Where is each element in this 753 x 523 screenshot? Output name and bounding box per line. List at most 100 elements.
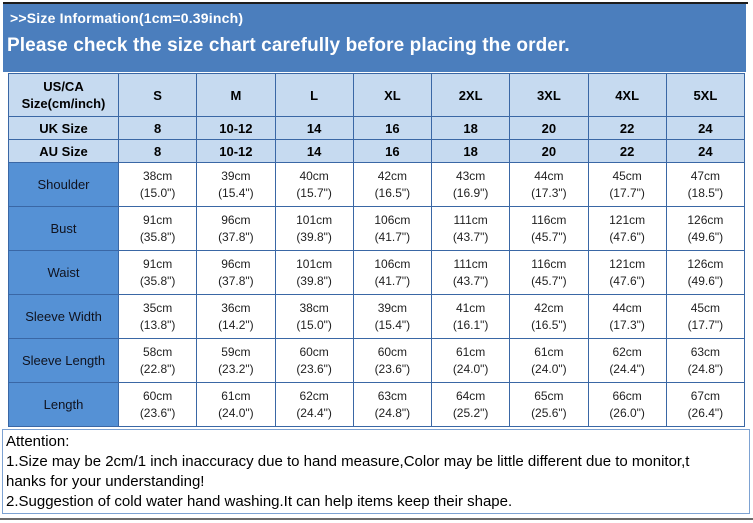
top-border-line [3, 2, 748, 4]
measurement-cell: 41cm (16.1") [430, 294, 511, 339]
measurement-row-label: Waist [8, 250, 119, 295]
measurement-row-label: Sleeve Length [8, 338, 119, 383]
measurement-cell: 64cm (25.2") [430, 382, 511, 427]
size-value-cell: 16 [352, 116, 433, 140]
measurement-cell: 126cm (49.6") [665, 206, 746, 251]
measurement-cell: 91cm (35.8") [117, 206, 198, 251]
size-column-header: 3XL [509, 73, 589, 117]
measurement-cell: 116cm (45.7") [509, 250, 589, 295]
size-value-cell: 18 [430, 139, 511, 163]
measurement-cell: 121cm (47.6") [587, 206, 667, 251]
size-column-header: M [196, 73, 276, 117]
measurement-cell: 40cm (15.7") [274, 162, 354, 207]
measurement-row: Bust 91cm (35.8") 96cm (37.8") 101cm (39.8") 10… [8, 206, 746, 251]
size-value-cell: 20 [509, 116, 589, 140]
measurement-row-label: Shoulder [8, 162, 119, 207]
measurement-cell: 101cm (39.8") [274, 206, 354, 251]
size-column-header: 2XL [430, 73, 511, 117]
measurement-row: Shoulder 38cm (15.0") 39cm (15.4") 40cm (15.7"… [8, 162, 746, 207]
measurement-row: Waist 91cm (35.8") 96cm (37.8") 101cm (39.8") 1… [8, 250, 746, 295]
measurement-cell: 60cm (23.6") [352, 338, 433, 383]
size-column-header: XL [352, 73, 433, 117]
measurement-cell: 47cm (18.5") [665, 162, 746, 207]
measurement-cell: 65cm (25.6") [509, 382, 589, 427]
size-value-cell: 22 [587, 139, 667, 163]
size-value-cell: 16 [352, 139, 433, 163]
measurement-row: Sleeve Length 58cm (22.8") 59cm (23.2") 60cm(… [8, 338, 746, 383]
size-column-header: 5XL [665, 73, 746, 117]
size-row: AU Size 8 10-12 14 16 18 20 22 24 [8, 139, 746, 163]
bottom-border-line [0, 518, 753, 520]
measurement-cell: 61cm (24.0") [196, 382, 276, 427]
size-chart-table: US/CA Size(cm/inch) S M L XL 2XL 3XL 4XL 5XL UK S… [8, 73, 746, 427]
size-value-cell: 14 [274, 116, 354, 140]
size-value-cell: 22 [587, 116, 667, 140]
measurement-cell: 121cm (47.6") [587, 250, 667, 295]
measurement-cell: 96cm (37.8") [196, 206, 276, 251]
attention-line-3: 2.Suggestion of cold water hand washing.… [6, 493, 513, 510]
measurement-cell: 101cm (39.8") [274, 250, 354, 295]
size-value-cell: 10-12 [196, 116, 276, 140]
measurement-cell: 63cm (24.8") [352, 382, 433, 427]
size-value-cell: 14 [274, 139, 354, 163]
measurement-cell: 39cm (15.4") [196, 162, 276, 207]
measurement-cell: 60cm (23.6") [117, 382, 198, 427]
table-body: UK Size 8 10-12 14 16 18 20 22 24 AU Size 8 10-12 14… [8, 116, 746, 427]
measurement-cell: 126cm (49.6") [665, 250, 746, 295]
measurement-cell: 38cm (15.0") [274, 294, 354, 339]
size-value-cell: 8 [117, 139, 198, 163]
size-value-cell: 24 [665, 116, 746, 140]
size-info-title: >>Size Information(1cm=0.39inch) [10, 10, 244, 26]
measurement-cell: 58cm (22.8") [117, 338, 198, 383]
measurement-row-label: Length [8, 382, 119, 427]
measurement-cell: 96cm (37.8") [196, 250, 276, 295]
size-value-cell: 18 [430, 116, 511, 140]
table-head: US/CA Size(cm/inch) S M L XL 2XL 3XL 4XL 5XL [8, 73, 746, 117]
size-value-cell: 20 [509, 139, 589, 163]
measurement-cell: 61cm (24.0") [430, 338, 511, 383]
measurement-cell: 62cm (24.4") [587, 338, 667, 383]
table-header-row: US/CA Size(cm/inch) S M L XL 2XL 3XL 4XL 5XL [8, 73, 746, 117]
measurement-cell: 39cm (15.4") [352, 294, 433, 339]
measurement-cell: 106cm (41.7") [352, 206, 433, 251]
measurement-row-label: Bust [8, 206, 119, 251]
size-row-label: AU Size [8, 139, 119, 163]
banner-headline: Please check the size chart carefully be… [7, 35, 570, 56]
measurement-cell: 42cm (16.5") [352, 162, 433, 207]
measurement-cell: 59cm (23.2") [196, 338, 276, 383]
measurement-cell: 61cm (24.0") [509, 338, 589, 383]
size-value-cell: 10-12 [196, 139, 276, 163]
corner-header: US/CA Size(cm/inch) [8, 73, 119, 117]
measurement-cell: 45cm (17.7") [587, 162, 667, 207]
size-value-cell: 8 [117, 116, 198, 140]
measurement-cell: 36cm (14.2") [196, 294, 276, 339]
attention-note: Attention: 1.Size may be 2cm/1 inch inac… [2, 429, 750, 514]
attention-line-1: 1.Size may be 2cm/1 inch inaccuracy due … [6, 453, 690, 470]
measurement-cell: 42cm (16.5") [509, 294, 589, 339]
measurement-cell: 44cm (17.3") [509, 162, 589, 207]
measurement-row-label: Sleeve Width [8, 294, 119, 339]
measurement-cell: 35cm (13.8") [117, 294, 198, 339]
size-column-header: S [117, 73, 198, 117]
measurement-cell: 91cm (35.8") [117, 250, 198, 295]
measurement-cell: 111cm (43.7") [430, 250, 511, 295]
attention-line-2: hanks for your understanding! [6, 473, 205, 490]
attention-title: Attention: [6, 433, 70, 450]
measurement-cell: 43cm (16.9") [430, 162, 511, 207]
measurement-cell: 67cm (26.4") [665, 382, 746, 427]
size-column-header: 4XL [587, 73, 667, 117]
header-banner: >>Size Information(1cm=0.39inch) Please … [3, 4, 746, 72]
measurement-cell: 63cm (24.8") [665, 338, 746, 383]
measurement-cell: 60cm (23.6") [274, 338, 354, 383]
size-row: UK Size 8 10-12 14 16 18 20 22 24 [8, 116, 746, 140]
measurement-cell: 111cm (43.7") [430, 206, 511, 251]
measurement-cell: 62cm (24.4") [274, 382, 354, 427]
measurement-cell: 66cm (26.0") [587, 382, 667, 427]
measurement-cell: 44cm (17.3") [587, 294, 667, 339]
measurement-cell: 106cm (41.7") [352, 250, 433, 295]
measurement-row: Sleeve Width 35cm (13.8") 36cm (14.2") 38cm (1… [8, 294, 746, 339]
measurement-cell: 45cm (17.7") [665, 294, 746, 339]
measurement-cell: 38cm (15.0") [117, 162, 198, 207]
size-value-cell: 24 [665, 139, 746, 163]
measurement-cell: 116cm (45.7") [509, 206, 589, 251]
